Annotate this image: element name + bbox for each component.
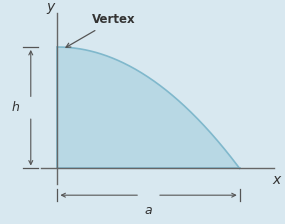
Text: y: y: [46, 0, 54, 14]
Text: h: h: [12, 101, 20, 114]
Text: a: a: [145, 204, 152, 217]
Text: x: x: [272, 173, 281, 187]
Polygon shape: [58, 47, 240, 168]
Text: Vertex: Vertex: [66, 13, 135, 47]
